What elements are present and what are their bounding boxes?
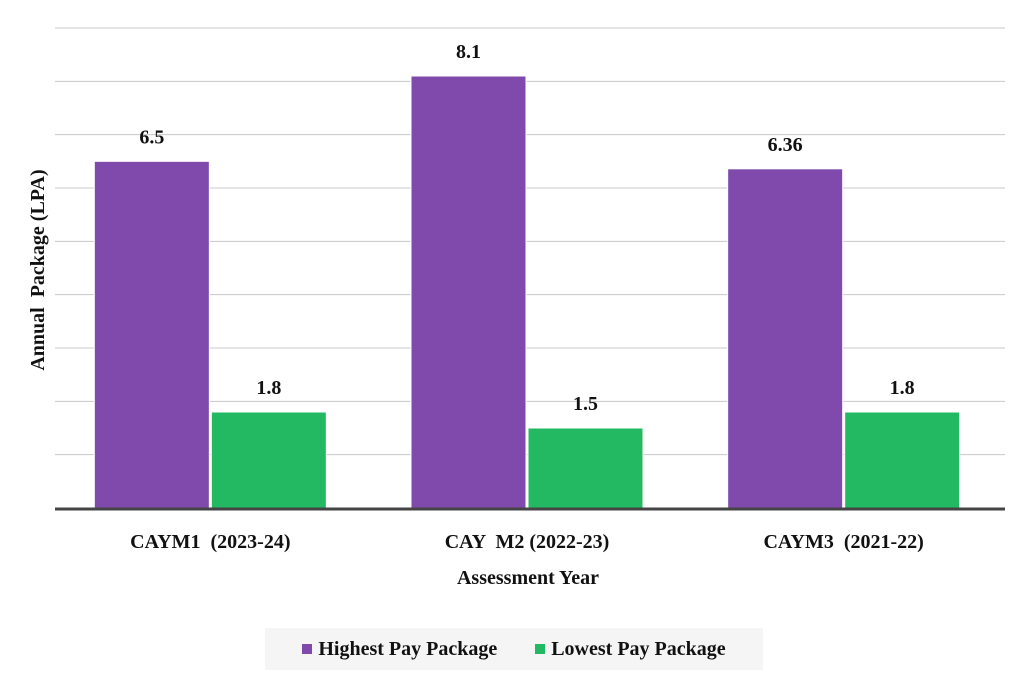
legend: Highest Pay Package Lowest Pay Package [265, 628, 763, 670]
bar-highest-1 [93, 160, 210, 509]
bar-lowest-3 [844, 411, 961, 509]
bar-lowest-1 [210, 411, 327, 509]
legend-swatch-lowest [535, 644, 546, 654]
x-tick-label: CAY M2 (2022-23) [445, 531, 610, 553]
value-label: 1.8 [256, 377, 281, 399]
legend-swatch-highest [302, 644, 313, 654]
y-axis-title: Annual Package (LPA) [27, 169, 49, 370]
legend-item-highest: Highest Pay Package [302, 638, 497, 661]
legend-label-highest: Highest Pay Package [318, 637, 498, 660]
value-label: 8.1 [456, 41, 481, 63]
x-axis-title: Assessment Year [457, 567, 599, 589]
x-tick-label: CAYM3 (2021-22) [763, 531, 923, 553]
bars [93, 75, 961, 509]
value-labels: 6.5 1.8 8.1 1.5 6.36 1.8 [139, 41, 914, 415]
bar-lowest-2 [527, 427, 644, 509]
legend-item-lowest: Lowest Pay Package [535, 637, 726, 661]
value-label: 6.5 [139, 126, 164, 148]
x-tick-labels: CAYM1 (2023-24) CAY M2 (2022-23) CAYM3 (20… [130, 531, 924, 553]
value-label: 1.5 [573, 393, 598, 415]
gridlines [55, 27, 1005, 456]
x-tick-label: CAYM1 (2023-24) [130, 531, 290, 553]
bar-highest-2 [410, 75, 527, 509]
value-label: 1.8 [890, 377, 915, 399]
legend-label-lowest: Lowest Pay Package [551, 637, 726, 660]
bar-highest-3 [727, 168, 844, 509]
value-label: 6.36 [768, 134, 803, 156]
